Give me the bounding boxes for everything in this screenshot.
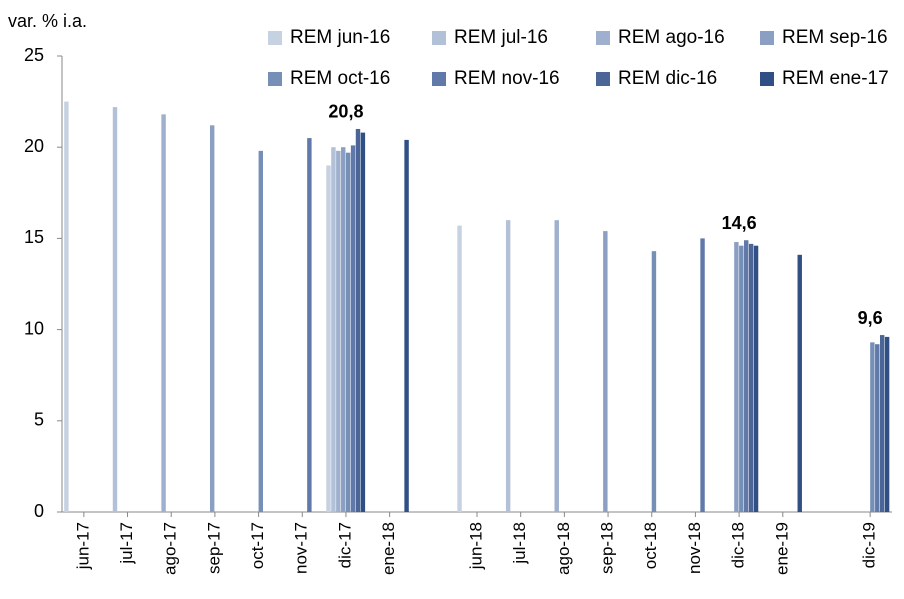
legend-label: REM nov-16 <box>454 68 560 89</box>
bar <box>336 150 341 512</box>
legend-swatch <box>596 72 610 86</box>
y-tick-label: 5 <box>34 410 44 430</box>
legend-label: REM sep-16 <box>782 27 888 48</box>
bar <box>603 231 608 512</box>
x-tick-label: jul-18 <box>510 522 529 565</box>
bar <box>651 251 657 512</box>
x-tick-label: sep-17 <box>204 522 223 574</box>
legend-label: REM ago-16 <box>618 27 725 48</box>
bar <box>331 147 336 512</box>
legend-swatch <box>268 72 282 86</box>
x-tick-label: jun-18 <box>466 522 485 570</box>
bar <box>355 128 361 512</box>
data-label: 20,8 <box>328 102 363 122</box>
bar <box>404 139 409 513</box>
bar <box>700 238 705 512</box>
bar <box>739 245 744 513</box>
legend-swatch <box>432 31 446 45</box>
legend-label: REM ene-17 <box>782 68 889 89</box>
y-tick-label: 10 <box>24 318 44 338</box>
bar <box>341 147 346 512</box>
bar <box>345 152 351 512</box>
bar <box>64 101 69 512</box>
bar <box>505 220 511 512</box>
x-tick-label: nov-17 <box>292 522 311 574</box>
bar <box>554 220 559 512</box>
bar <box>209 125 215 512</box>
bar <box>258 150 263 512</box>
x-tick-label: ago-18 <box>554 522 573 575</box>
legend-swatch <box>268 31 282 45</box>
legend-swatch <box>760 31 774 45</box>
bar <box>748 243 754 512</box>
legend-label: REM jun-16 <box>290 27 390 48</box>
x-tick-label: oct-17 <box>248 522 267 569</box>
bar <box>797 254 802 513</box>
x-tick-label: dic-17 <box>335 522 354 568</box>
bar <box>161 114 166 513</box>
bar <box>753 245 759 513</box>
y-tick-label: 20 <box>24 136 44 156</box>
x-tick-label: nov-18 <box>685 522 704 574</box>
legend-swatch <box>760 72 774 86</box>
x-tick-label: sep-18 <box>598 522 617 574</box>
bar <box>350 145 356 512</box>
x-tick-label: jun-17 <box>73 522 92 570</box>
legend-label: REM oct-16 <box>290 68 390 89</box>
bar <box>326 165 331 512</box>
bar <box>360 132 366 512</box>
y-axis-label: var. % i.a. <box>8 11 87 31</box>
bar <box>879 335 885 512</box>
bar <box>734 242 739 512</box>
bar <box>112 107 118 513</box>
bar <box>457 225 462 512</box>
data-label: 9,6 <box>858 308 883 328</box>
bar <box>744 240 749 512</box>
y-tick-label: 0 <box>34 501 44 521</box>
bar <box>875 344 880 512</box>
legend-label: REM jul-16 <box>454 27 548 48</box>
x-tick-label: ene-18 <box>379 522 398 575</box>
x-tick-label: dic-18 <box>729 522 748 568</box>
legend-label: REM dic-16 <box>618 68 717 89</box>
x-tick-label: ago-17 <box>161 522 180 575</box>
x-tick-label: dic-19 <box>860 522 879 568</box>
bar <box>884 336 890 512</box>
y-tick-label: 15 <box>24 227 44 247</box>
x-tick-label: ene-19 <box>772 522 791 575</box>
legend-swatch <box>596 31 610 45</box>
x-tick-label: jul-17 <box>117 522 136 565</box>
legend-swatch <box>432 72 446 86</box>
data-label: 14,6 <box>722 213 757 233</box>
y-tick-label: 25 <box>24 45 44 65</box>
x-tick-label: oct-18 <box>641 522 660 569</box>
bar <box>307 138 312 512</box>
bar <box>870 342 875 512</box>
